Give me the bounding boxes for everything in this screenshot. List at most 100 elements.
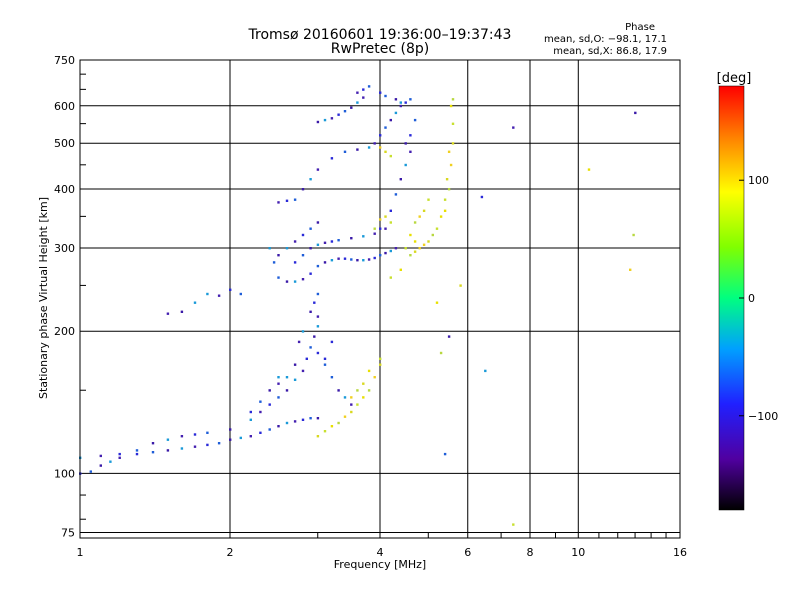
data-point xyxy=(447,335,451,338)
colorbar-tick-label: 100 xyxy=(748,174,769,187)
data-point xyxy=(206,431,209,434)
data-point xyxy=(449,104,453,108)
data-point xyxy=(293,420,297,423)
data-point xyxy=(316,264,320,268)
data-point xyxy=(389,221,392,224)
data-point xyxy=(249,435,252,438)
data-point xyxy=(323,241,327,244)
data-point xyxy=(399,101,402,104)
data-point xyxy=(285,199,289,202)
data-point xyxy=(135,452,139,456)
data-point xyxy=(285,389,289,392)
data-point xyxy=(239,436,242,440)
data-point xyxy=(293,280,297,283)
data-point xyxy=(384,150,387,153)
data-point xyxy=(343,110,347,113)
data-point xyxy=(404,163,407,167)
data-point xyxy=(330,259,334,262)
data-point xyxy=(384,215,387,218)
data-point xyxy=(409,254,412,257)
data-point xyxy=(180,310,184,313)
data-point xyxy=(217,442,221,445)
data-point xyxy=(323,430,327,433)
data-point xyxy=(435,301,439,304)
colorbar-label: [deg] xyxy=(717,71,752,86)
data-point xyxy=(389,118,392,122)
data-point xyxy=(350,237,353,240)
data-point xyxy=(350,258,353,261)
data-point xyxy=(259,400,262,403)
stats-o-mode: mean, sd,O: −98.1, 17.1 xyxy=(544,34,667,45)
data-point xyxy=(413,221,417,224)
data-point xyxy=(367,389,371,392)
data-point xyxy=(413,250,417,253)
data-point xyxy=(379,146,382,149)
data-point xyxy=(151,451,155,454)
data-point xyxy=(343,150,347,153)
data-point xyxy=(343,396,347,399)
grid-lines xyxy=(80,60,680,538)
data-point xyxy=(399,104,402,108)
data-point xyxy=(337,257,340,260)
data-point xyxy=(293,261,297,264)
y-tick-label: 750 xyxy=(54,54,75,67)
data-point xyxy=(384,94,387,98)
data-point xyxy=(313,301,316,304)
x-axis-ticks: 1 2 4 6 8 10 16 xyxy=(77,532,687,559)
data-point xyxy=(285,280,289,283)
data-point xyxy=(229,288,232,291)
data-point xyxy=(350,396,353,399)
data-point xyxy=(459,284,462,287)
data-point xyxy=(409,98,412,101)
data-point xyxy=(316,417,320,420)
y-tick-label: 600 xyxy=(54,100,75,113)
data-point xyxy=(301,278,305,281)
data-point xyxy=(409,233,412,237)
x-tick-label: 10 xyxy=(571,546,585,559)
data-point xyxy=(362,88,365,91)
data-point xyxy=(259,410,262,414)
data-point xyxy=(362,382,365,385)
data-point xyxy=(389,276,392,279)
data-point xyxy=(587,168,591,171)
data-point xyxy=(422,209,426,212)
y-tick-label: 500 xyxy=(54,137,75,150)
data-point xyxy=(268,428,271,431)
data-point xyxy=(330,425,334,428)
data-point xyxy=(316,243,320,246)
data-point xyxy=(337,421,340,425)
x-tick-label: 6 xyxy=(464,546,471,559)
data-point xyxy=(373,256,376,260)
colorbar-ticks: 100 0 −100 xyxy=(739,174,778,423)
data-point xyxy=(239,292,242,296)
data-points xyxy=(79,85,637,526)
data-point xyxy=(512,523,515,526)
data-point xyxy=(379,227,382,230)
data-point xyxy=(443,198,447,201)
data-point xyxy=(330,240,334,243)
data-point xyxy=(268,389,271,392)
data-point xyxy=(316,315,320,318)
data-point xyxy=(418,247,421,250)
data-point xyxy=(384,126,387,129)
data-point xyxy=(337,389,340,392)
data-point xyxy=(399,178,402,181)
data-point xyxy=(343,415,347,418)
data-point xyxy=(323,118,327,122)
data-point xyxy=(389,154,392,158)
data-point xyxy=(379,134,382,137)
data-point xyxy=(309,346,312,349)
data-point xyxy=(323,363,327,366)
data-point xyxy=(301,254,305,257)
stats-x-mode: mean, sd,X: 86.8, 17.9 xyxy=(553,46,667,57)
data-point xyxy=(301,418,305,421)
data-point xyxy=(193,445,197,448)
data-point xyxy=(180,435,184,438)
plot-frame xyxy=(79,59,681,539)
colorbar: [deg] 100 0 −100 xyxy=(717,71,778,511)
data-point xyxy=(445,178,449,181)
y-axis-ticks: 75 100 200 300 400 500 600 750 xyxy=(54,54,86,539)
data-point xyxy=(394,98,398,101)
data-point xyxy=(259,431,262,434)
